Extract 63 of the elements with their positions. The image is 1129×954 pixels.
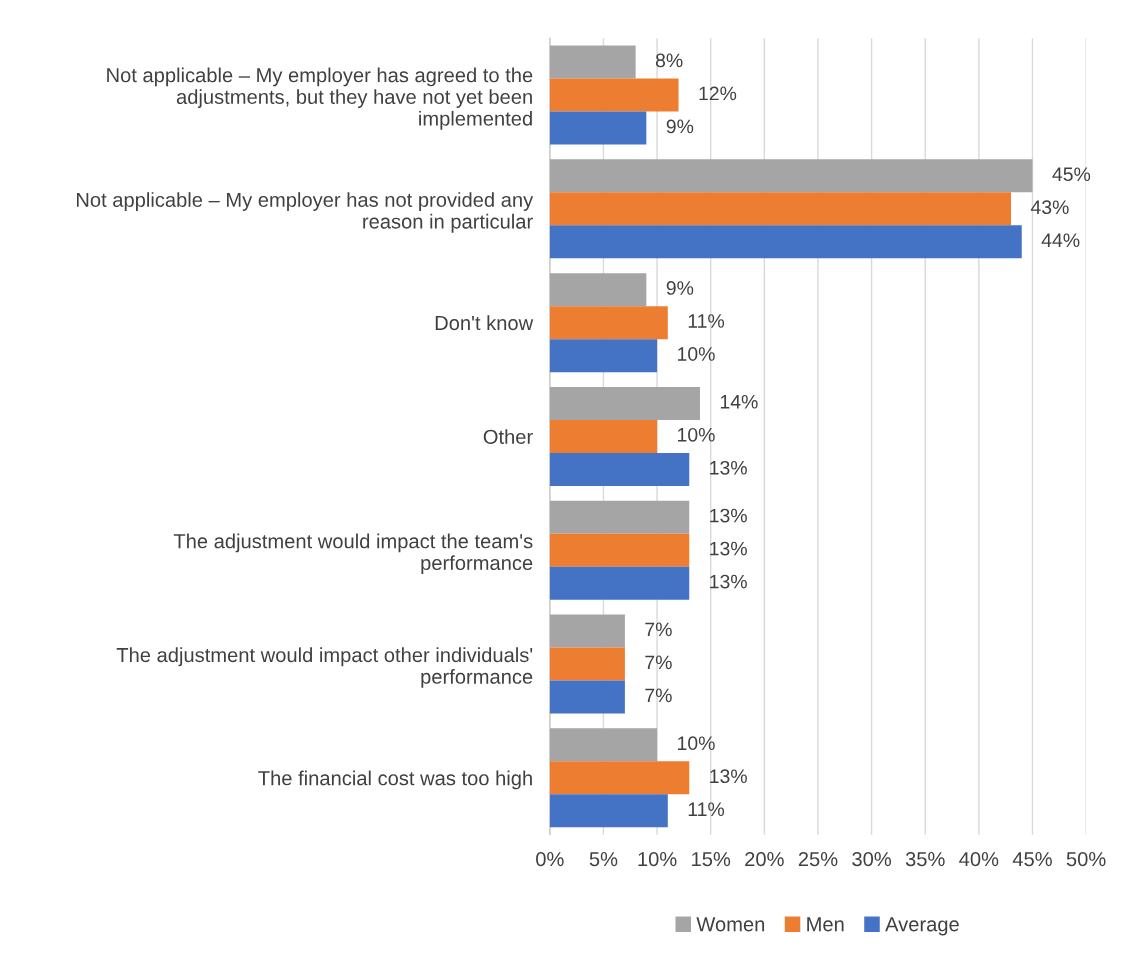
data-label: 9% [666,119,694,134]
bar [549,306,668,340]
bar [549,500,690,534]
bar [549,159,1033,193]
x-tick-label: 15% [692,852,731,867]
bar [549,452,690,486]
bar [549,192,1012,226]
bar [549,647,625,681]
data-label: 43% [1030,200,1069,215]
bar [549,339,658,373]
bar [549,614,625,648]
x-tick-label: 10% [638,851,677,867]
bar [549,386,700,420]
data-label: 11% [688,314,725,328]
bar [549,728,658,762]
bar [549,680,625,714]
y-tick-label: The adjustment would impact other individuals' performance [116,647,533,688]
x-tick-label: 20% [745,851,784,867]
x-tick-label: 25% [798,851,838,867]
data-label: 45% [1052,167,1091,182]
data-label: 8% [655,53,683,68]
bar [549,111,647,145]
x-tick-label: 50% [1066,851,1106,867]
y-tick-label: Not applicable – My employer has agreed to the adjustments, but they have not yet been implemented [107,67,533,130]
bar [549,45,636,79]
data-label: 7% [645,688,672,703]
x-tick-label: 0% [536,851,564,867]
bar [549,273,647,307]
data-label: 7% [645,622,672,637]
data-label: 14% [720,394,758,409]
bar [549,533,690,567]
data-label: 12% [699,86,737,101]
data-label: 13% [710,508,747,523]
data-label: 13% [710,769,747,784]
y-tick-label: Not applicable – My employer has not provided any reason in particular [76,192,534,233]
bar [549,419,658,453]
data-label: 10% [678,736,715,751]
bar [549,225,1022,259]
data-label: 13% [710,541,747,556]
bar [549,78,679,112]
data-label: 9% [666,281,694,295]
x-tick-label: 30% [852,851,892,867]
bar [549,566,690,600]
bar [549,794,668,828]
y-tick-label: The financial cost was too high [258,770,532,790]
y-tick-label: The adjustment would impact the team's performance [173,533,533,575]
data-label: 44% [1041,233,1080,247]
y-tick-label: Don't know [435,315,534,331]
legend-label: Women [696,917,765,932]
x-tick-label: 40% [959,851,999,867]
data-label: 10% [678,427,715,442]
x-tick-label: 35% [905,851,945,867]
data-label: 13% [710,460,747,475]
bar [549,761,690,795]
x-tick-label: 5% [589,852,618,867]
data-label: 7% [645,655,672,670]
legend-label: Average [885,917,959,936]
legend-label: Men [807,917,844,932]
x-tick-label: 45% [1012,852,1052,867]
y-tick-label: Other [483,429,533,444]
data-label: 11% [688,802,725,816]
data-label: 10% [678,347,715,361]
data-label: 13% [710,574,747,589]
